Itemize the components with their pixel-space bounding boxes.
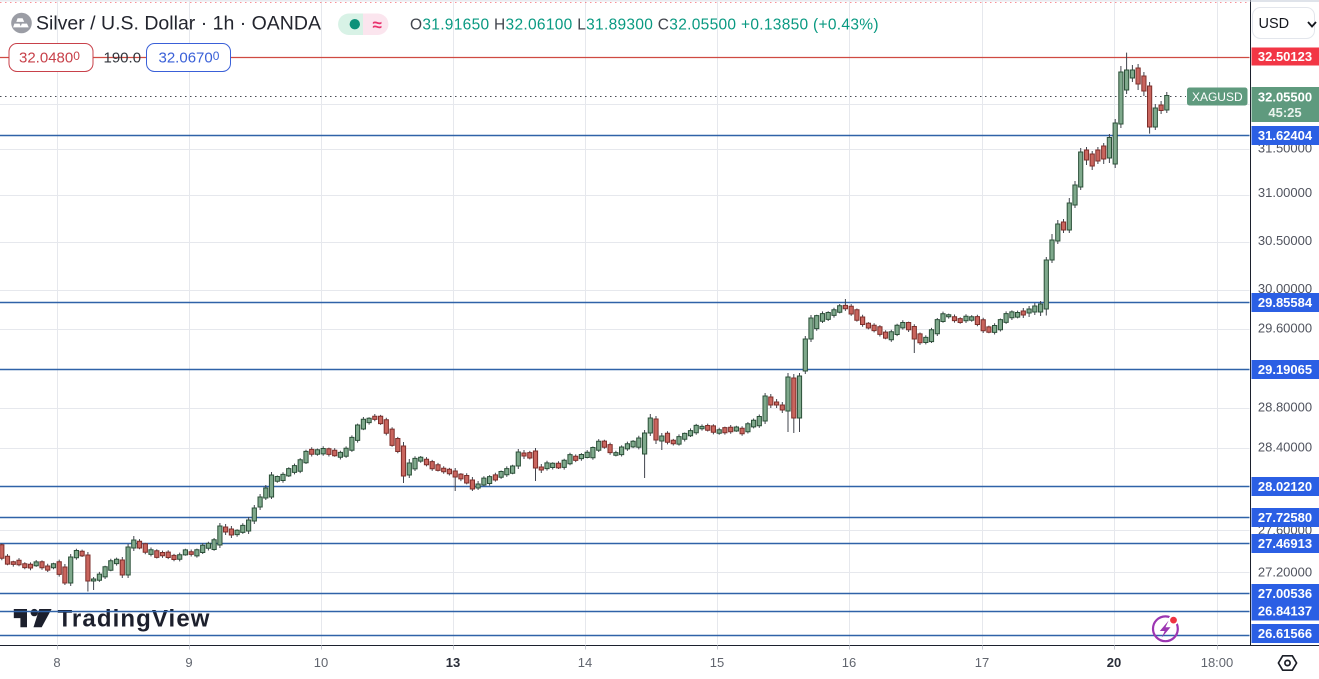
svg-text:10: 10 (314, 655, 328, 670)
svg-text:O31.91650 H32.06100 L31.89300: O31.91650 H32.06100 L31.89300 C32.05500 … (410, 17, 879, 34)
svg-text:28.02120: 28.02120 (1258, 479, 1312, 494)
svg-text:20: 20 (1107, 655, 1121, 670)
svg-text:29.60000: 29.60000 (1258, 321, 1312, 336)
svg-text:27.72580: 27.72580 (1258, 510, 1312, 525)
svg-text:32.05500: 32.05500 (1258, 90, 1312, 105)
svg-text:28.80000: 28.80000 (1258, 400, 1312, 415)
svg-text:29.19065: 29.19065 (1258, 362, 1312, 377)
svg-text:30.50000: 30.50000 (1258, 233, 1312, 248)
svg-text:15: 15 (710, 655, 724, 670)
svg-text:32.50123: 32.50123 (1258, 49, 1312, 64)
svg-text:190.0: 190.0 (104, 50, 142, 67)
svg-text:27.46913: 27.46913 (1258, 536, 1312, 551)
svg-text:18:00: 18:00 (1201, 655, 1234, 670)
svg-text:≈: ≈ (373, 16, 382, 35)
svg-text:32.04800: 32.04800 (19, 49, 80, 67)
svg-text:TradingView: TradingView (58, 606, 211, 633)
svg-text:28.40000: 28.40000 (1258, 440, 1312, 455)
svg-text:45:25: 45:25 (1268, 105, 1301, 120)
svg-text:17: 17 (975, 655, 989, 670)
svg-text:27.20000: 27.20000 (1258, 565, 1312, 580)
svg-text:30.00000: 30.00000 (1258, 281, 1312, 296)
svg-text:13: 13 (446, 655, 460, 670)
svg-text:31.62404: 31.62404 (1258, 128, 1313, 143)
svg-text:Silver / U.S. Dollar · 1h · OA: Silver / U.S. Dollar · 1h · OANDA (36, 13, 321, 35)
svg-text:29.85584: 29.85584 (1258, 295, 1313, 310)
svg-text:32.06700: 32.06700 (159, 49, 220, 67)
svg-text:14: 14 (578, 655, 592, 670)
svg-text:9: 9 (185, 655, 192, 670)
svg-text:XAGUSD: XAGUSD (1192, 90, 1243, 104)
svg-text:26.84137: 26.84137 (1258, 604, 1312, 619)
svg-text:8: 8 (53, 655, 60, 670)
svg-text:31.00000: 31.00000 (1258, 185, 1312, 200)
svg-text:USD: USD (1259, 16, 1290, 32)
svg-text:27.00536: 27.00536 (1258, 586, 1312, 601)
svg-text:16: 16 (842, 655, 856, 670)
svg-text:26.61566: 26.61566 (1258, 626, 1312, 641)
